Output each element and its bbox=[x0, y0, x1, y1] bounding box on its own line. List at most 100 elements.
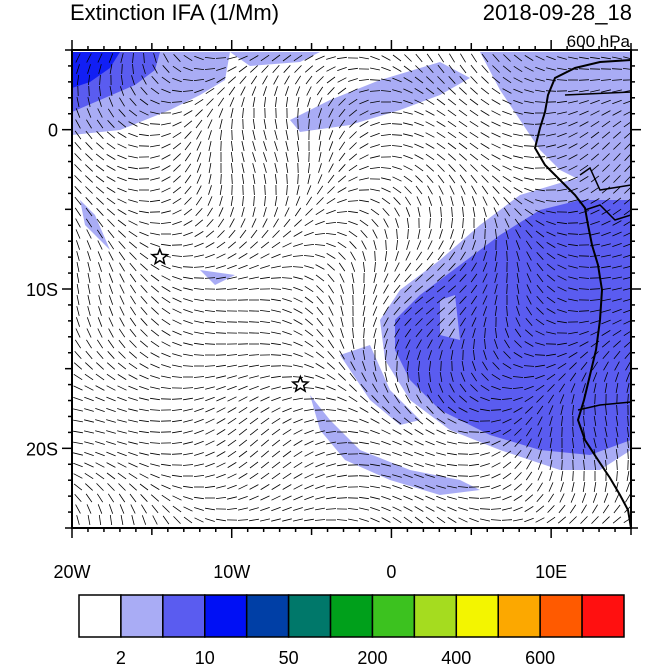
wind-vector bbox=[403, 88, 413, 94]
wind-vector bbox=[216, 375, 226, 379]
wind-vector bbox=[227, 56, 237, 60]
wind-vector bbox=[440, 360, 442, 372]
wind-vector bbox=[359, 441, 369, 445]
wind-vector bbox=[205, 418, 215, 424]
wind-vector bbox=[560, 405, 564, 415]
wind-vector bbox=[385, 360, 387, 372]
wind-vector bbox=[579, 331, 589, 335]
wind-vector bbox=[501, 519, 513, 521]
wind-vector bbox=[414, 516, 424, 524]
wind-vector bbox=[437, 263, 445, 271]
wind-vector bbox=[603, 372, 609, 382]
wind-vector bbox=[392, 54, 402, 62]
wind-vector bbox=[535, 342, 545, 346]
wind-vector bbox=[615, 449, 619, 459]
wind-vectors bbox=[73, 52, 631, 526]
wind-vector bbox=[381, 474, 391, 478]
wind-vector bbox=[593, 416, 597, 426]
wind-vector bbox=[274, 141, 278, 151]
wind-vector bbox=[469, 153, 479, 161]
wind-vector bbox=[252, 118, 256, 130]
longitude-label: 10W bbox=[213, 562, 250, 582]
wind-vector bbox=[601, 319, 611, 325]
wind-vector bbox=[549, 460, 553, 470]
wind-vector bbox=[447, 452, 457, 456]
wind-vector bbox=[231, 118, 233, 130]
wind-vector bbox=[602, 350, 610, 360]
wind-vector bbox=[95, 396, 105, 402]
wind-vector bbox=[545, 200, 557, 202]
wind-vector bbox=[405, 207, 411, 217]
wind-vector bbox=[470, 164, 478, 172]
wind-vector bbox=[150, 188, 160, 192]
wind-vector bbox=[96, 218, 104, 228]
wind-vector bbox=[572, 470, 574, 482]
wind-vector bbox=[294, 75, 302, 85]
wind-vector bbox=[172, 319, 182, 325]
wind-vector bbox=[493, 350, 499, 360]
wind-vector bbox=[363, 327, 365, 339]
wind-vector bbox=[404, 328, 412, 338]
wind-vector bbox=[513, 407, 523, 413]
wind-vector bbox=[314, 519, 326, 521]
wind-vector bbox=[613, 186, 621, 194]
wind-vector bbox=[119, 306, 125, 316]
wind-vector bbox=[568, 352, 578, 358]
colorbar-swatch bbox=[162, 594, 206, 638]
wind-vector bbox=[436, 516, 446, 524]
wind-vector bbox=[546, 242, 556, 248]
wind-vector bbox=[436, 474, 446, 478]
wind-vector bbox=[106, 419, 116, 423]
wind-vector bbox=[414, 463, 424, 467]
wind-vector bbox=[317, 174, 323, 184]
wind-vector bbox=[150, 494, 160, 502]
wind-vector bbox=[84, 430, 94, 434]
wind-vector bbox=[106, 131, 116, 139]
wind-vector bbox=[219, 119, 223, 129]
wind-vector bbox=[502, 122, 512, 126]
wind-vector bbox=[238, 396, 248, 402]
wind-vector bbox=[183, 100, 193, 104]
wind-vector bbox=[183, 110, 193, 116]
wind-vector bbox=[612, 120, 622, 128]
wind-vector bbox=[86, 504, 92, 514]
wind-vector bbox=[204, 310, 216, 312]
wind-vector bbox=[403, 77, 413, 83]
wind-vector bbox=[306, 86, 312, 96]
wind-vector bbox=[601, 309, 611, 313]
wind-vector bbox=[380, 123, 392, 125]
wind-vector bbox=[514, 340, 522, 348]
wind-vector bbox=[143, 52, 145, 64]
wind-vector bbox=[415, 185, 423, 195]
wind-vector bbox=[304, 518, 314, 522]
wind-vector bbox=[480, 441, 490, 445]
wind-vector bbox=[350, 350, 356, 360]
colorbar-swatch bbox=[539, 594, 583, 638]
wind-vector bbox=[271, 320, 281, 324]
wind-vector bbox=[414, 121, 424, 127]
wind-vector bbox=[150, 232, 160, 236]
wind-vector bbox=[516, 284, 520, 294]
wind-vector bbox=[538, 449, 542, 459]
wind-vector bbox=[161, 88, 171, 94]
wind-vector bbox=[73, 462, 83, 468]
wind-vector bbox=[582, 383, 586, 393]
wind-vector bbox=[326, 485, 336, 489]
wind-vector bbox=[525, 427, 533, 437]
wind-vector bbox=[340, 317, 344, 327]
wind-vector bbox=[625, 361, 631, 371]
wind-vector bbox=[161, 154, 171, 160]
wind-vector bbox=[381, 440, 391, 446]
wind-vector bbox=[128, 385, 138, 391]
wind-vector bbox=[106, 176, 116, 182]
wind-vector bbox=[87, 284, 91, 294]
wind-vector bbox=[534, 354, 546, 356]
wind-vector bbox=[327, 284, 335, 294]
wind-vector bbox=[602, 504, 610, 514]
wind-vector bbox=[318, 130, 322, 140]
wind-vector bbox=[348, 67, 358, 71]
wind-vector bbox=[546, 373, 556, 381]
wind-vector bbox=[391, 112, 403, 114]
wind-vector bbox=[283, 65, 291, 73]
wind-vector bbox=[612, 110, 622, 116]
